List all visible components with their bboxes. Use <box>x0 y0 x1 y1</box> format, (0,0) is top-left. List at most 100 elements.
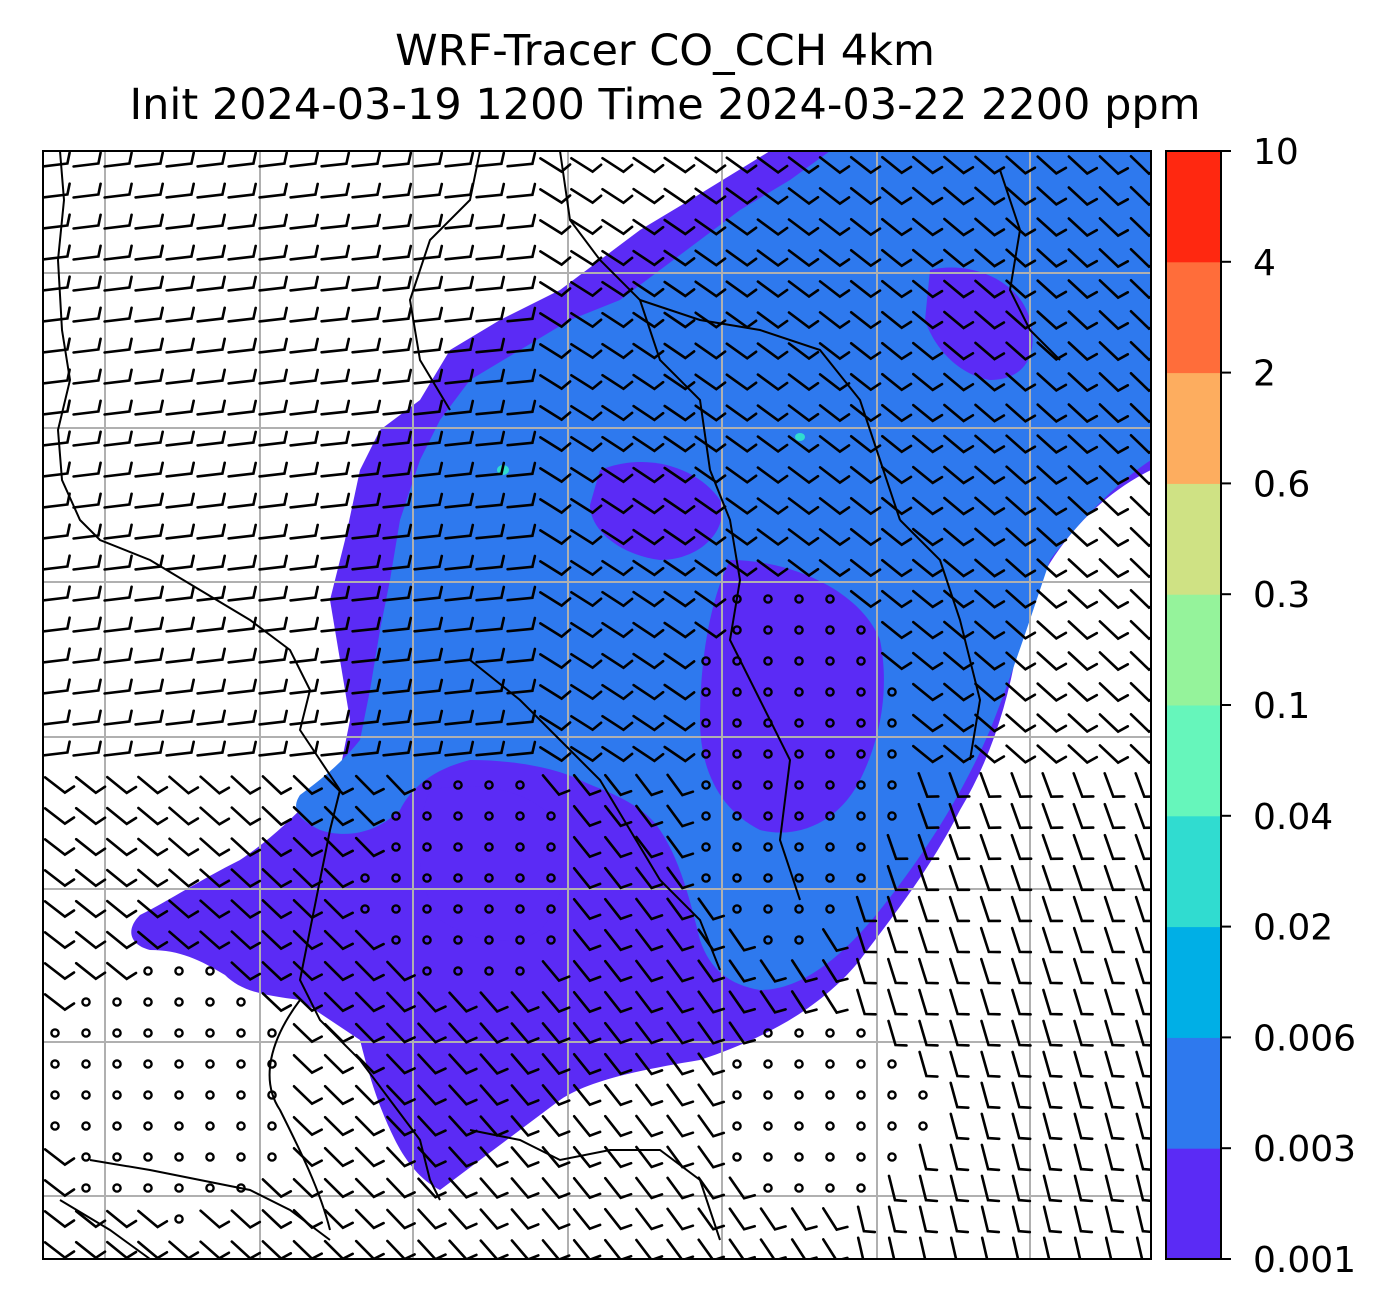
wind-barb <box>351 554 382 571</box>
wind-barb <box>787 280 820 299</box>
wind-barb <box>849 404 882 423</box>
calm-marker <box>112 1121 122 1131</box>
wind-barb <box>539 467 572 484</box>
calm-marker <box>794 594 804 604</box>
wind-barb <box>289 554 319 571</box>
wind-barb <box>1067 155 1099 176</box>
wind-barb <box>787 435 820 454</box>
wind-barb <box>912 744 944 764</box>
calm-marker <box>205 997 215 1007</box>
calm-marker <box>732 749 742 759</box>
wind-barb <box>974 620 1006 640</box>
wind-barb <box>103 616 133 633</box>
calm-marker <box>763 935 773 945</box>
wind-barb <box>351 523 382 540</box>
wind-barb <box>887 1019 908 1047</box>
wind-barb <box>1067 496 1099 517</box>
wind-barb <box>912 651 944 671</box>
wind-barb <box>1129 713 1151 734</box>
colorbar-tick-label: 4 <box>1253 243 1276 284</box>
wind-barb <box>137 930 169 950</box>
calm-marker <box>267 1121 277 1131</box>
wind-barb <box>230 1209 262 1229</box>
wind-barb <box>448 1208 478 1230</box>
wind-barb <box>1005 248 1037 268</box>
wind-barb <box>1129 682 1151 703</box>
wind-barb <box>292 1085 323 1106</box>
wind-barb <box>1129 279 1151 300</box>
wind-barb <box>570 529 603 546</box>
wind-barb <box>912 434 944 454</box>
calm-marker <box>143 997 153 1007</box>
wind-barb <box>1067 620 1099 641</box>
wind-barb <box>635 804 664 828</box>
wind-barb <box>323 1115 354 1137</box>
wind-barb <box>258 523 288 540</box>
calm-marker <box>763 873 773 883</box>
wind-barb <box>541 1208 571 1231</box>
wind-barb <box>980 1143 1001 1172</box>
wind-barb <box>103 461 133 478</box>
calm-marker <box>856 718 866 728</box>
wind-barb <box>787 311 820 330</box>
calm-marker <box>267 1028 277 1038</box>
wind-barb <box>323 867 354 889</box>
wind-barb <box>541 774 571 797</box>
wind-barb <box>818 187 851 206</box>
wind-barb <box>1073 988 1094 1016</box>
wind-barb <box>292 961 323 982</box>
wind-barb <box>1042 1050 1063 1078</box>
wind-barb <box>72 554 102 571</box>
wind-barb <box>697 928 726 952</box>
wind-barb <box>292 837 323 858</box>
wind-barb <box>1036 310 1068 330</box>
wind-barb <box>196 554 226 571</box>
wind-barb <box>570 188 603 205</box>
wind-barb <box>196 151 226 168</box>
wind-barb <box>320 678 351 695</box>
wind-barb <box>881 310 913 330</box>
wind-barb <box>697 897 726 921</box>
wind-barb <box>1036 155 1068 175</box>
wind-barb <box>541 1239 571 1259</box>
map-panel[interactable] <box>43 151 1159 1263</box>
wind-barb <box>635 835 664 859</box>
wind-barb <box>413 244 444 261</box>
wind-barb <box>849 590 882 609</box>
calm-marker <box>856 1183 866 1193</box>
wind-barb <box>635 773 664 797</box>
wind-barb <box>818 466 851 485</box>
wind-barb <box>289 709 319 726</box>
wind-barb <box>196 368 226 385</box>
wind-barb <box>666 1083 695 1107</box>
wind-barb <box>72 399 102 416</box>
title-line-2: Init 2024-03-19 1200 Time 2024-03-22 220… <box>129 80 1201 130</box>
wind-barb <box>1104 1081 1125 1109</box>
wind-barb <box>320 275 351 292</box>
calm-marker <box>856 656 866 666</box>
wind-barb <box>103 554 133 571</box>
wind-barb <box>856 957 877 985</box>
wind-barb <box>912 279 944 299</box>
calm-marker <box>763 1152 773 1162</box>
colorbar-band <box>1166 815 1221 928</box>
calm-marker <box>887 1059 897 1069</box>
calm-marker <box>887 687 897 697</box>
calm-marker <box>143 1121 153 1131</box>
wind-barb <box>666 959 695 983</box>
wind-barb <box>974 744 1006 764</box>
wind-barb <box>74 1240 107 1259</box>
wind-barb <box>196 678 226 695</box>
wind-barb <box>448 1053 478 1075</box>
wind-barb <box>137 899 169 919</box>
wind-barb <box>881 558 913 578</box>
wind-barb <box>320 709 351 726</box>
wind-barb <box>444 244 475 261</box>
wind-barb <box>849 435 882 454</box>
calm-marker <box>205 1152 215 1162</box>
wind-barb <box>572 929 602 952</box>
calm-marker <box>174 1090 184 1100</box>
wind-barb <box>974 713 1006 733</box>
wind-barb <box>570 436 603 453</box>
wind-barb <box>413 182 444 199</box>
